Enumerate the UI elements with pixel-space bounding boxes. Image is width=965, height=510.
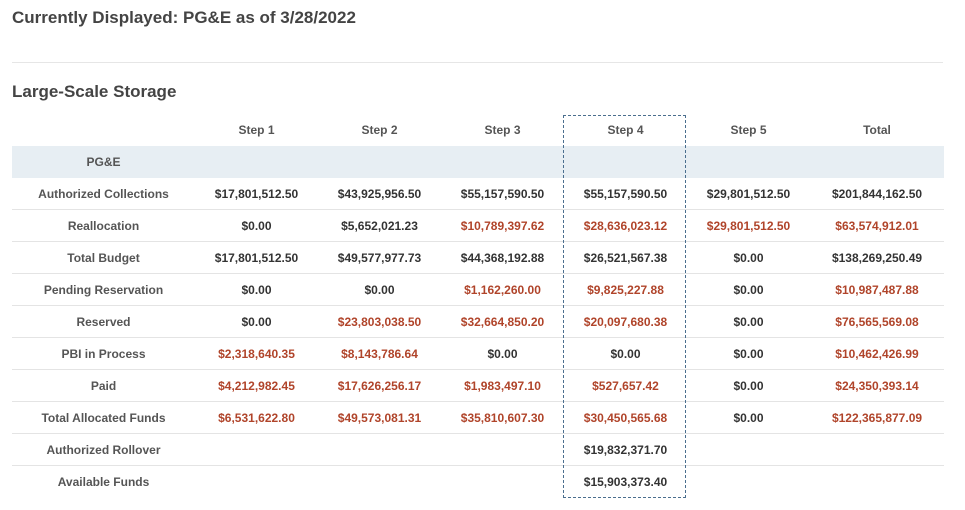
table-cell: $8,143,786.64 <box>318 337 441 370</box>
table-cell: $55,157,590.50 <box>441 178 564 210</box>
table-row: Pending Reservation $0.00 $0.00 $1,162,260.… <box>12 273 944 306</box>
table-cell: $5,652,021.23 <box>318 209 441 242</box>
table-cell: $0.00 <box>318 273 441 306</box>
table-cell: $23,803,038.50 <box>318 305 441 338</box>
table-cell: $122,365,877.09 <box>810 401 944 434</box>
table-cell: $44,368,192.88 <box>441 241 564 274</box>
table-cell: $0.00 <box>564 337 687 370</box>
table-cell: $0.00 <box>195 209 318 242</box>
table-cell: $15,903,373.40 <box>583 474 668 489</box>
row-label: Pending Reservation <box>12 273 195 306</box>
table-cell: $0.00 <box>687 241 810 274</box>
page-title: Currently Displayed: PG&E as of 3/28/202… <box>12 8 356 27</box>
table-cell: $138,269,250.49 <box>810 241 944 274</box>
table-cell: $4,212,982.45 <box>195 369 318 402</box>
table-cell: $28,636,023.12 <box>564 209 687 242</box>
table-row: Authorized Collections $17,801,512.50 $43,… <box>12 178 944 210</box>
table-cell: $0.00 <box>687 401 810 434</box>
table-row: Total Budget $17,801,512.50 $49,577,977.73… <box>12 241 944 274</box>
table-cell: $35,810,607.30 <box>441 401 564 434</box>
column-header <box>12 114 195 146</box>
table-cell: $201,844,162.50 <box>810 178 944 210</box>
table-cell <box>810 433 944 466</box>
table-cell: $17,801,512.50 <box>195 241 318 274</box>
table-cell: $76,565,569.08 <box>810 305 944 338</box>
table-cell <box>441 466 564 498</box>
table-cell: $0.00 <box>687 337 810 370</box>
table-cell: $17,626,256.17 <box>318 369 441 402</box>
divider <box>12 62 943 63</box>
row-label: Authorized Collections <box>12 178 195 210</box>
table-cell <box>195 433 318 466</box>
table-cell: $0.00 <box>687 273 810 306</box>
table-cell: $32,664,850.20 <box>441 305 564 338</box>
row-label: Available Funds <box>57 474 150 489</box>
table-cell: $55,157,590.50 <box>564 178 687 210</box>
table-cell <box>441 433 564 466</box>
table-row: Authorized Rollover $19,832,371.70 <box>12 433 944 466</box>
row-label: Reallocation <box>12 209 195 242</box>
table-cell: $6,531,622.80 <box>195 401 318 434</box>
table-cell: $0.00 <box>195 273 318 306</box>
group-row: PG&E <box>12 146 944 178</box>
table-cell: $29,801,512.50 <box>687 178 810 210</box>
table-cell <box>195 466 318 498</box>
table-cell: $26,521,567.38 <box>564 241 687 274</box>
table-cell: $20,097,680.38 <box>564 305 687 338</box>
table-cell <box>810 466 944 498</box>
table-cell: $43,925,956.50 <box>318 178 441 210</box>
table-row: Reserved $0.00 $23,803,038.50 $32,664,850.2… <box>12 305 944 338</box>
row-label: Paid <box>12 369 195 402</box>
group-label: PG&E <box>12 146 195 178</box>
table-cell: $19,832,371.70 <box>564 433 687 466</box>
column-header-step-1[interactable]: Step 1 <box>238 123 275 137</box>
table-cell: $527,657.42 <box>564 369 687 402</box>
section-title: Large-Scale Storage <box>12 82 177 101</box>
column-header-step-4[interactable]: Step 4 <box>607 123 644 137</box>
column-header-step-2[interactable]: Step 2 <box>361 123 398 137</box>
table-row: PBI in Process $2,318,640.35 $8,143,786.64… <box>12 337 944 370</box>
row-label: PBI in Process <box>12 337 195 370</box>
table-row: Reallocation $0.00 $5,652,021.23 $10,789,39… <box>12 209 944 242</box>
row-label: Authorized Rollover <box>12 433 195 466</box>
table-cell: $10,462,426.99 <box>810 337 944 370</box>
column-header-total[interactable]: Total <box>863 123 891 137</box>
table-cell: $0.00 <box>441 337 564 370</box>
table-cell: $63,574,912.01 <box>810 209 944 242</box>
column-header-step-5[interactable]: Step 5 <box>730 123 767 137</box>
table-cell <box>318 466 441 498</box>
budget-table: Step 1 Step 2 Step 3 Step 4 Step 5 Total… <box>12 114 944 497</box>
table-row: Available Funds $15,903,373.40 <box>12 466 944 498</box>
table-cell: $9,825,227.88 <box>564 273 687 306</box>
table-cell: $2,318,640.35 <box>195 337 318 370</box>
table-cell <box>687 433 810 466</box>
table-cell: $24,350,393.14 <box>810 369 944 402</box>
table-cell: $49,573,081.31 <box>318 401 441 434</box>
row-label: Total Allocated Funds <box>12 401 195 434</box>
column-header-step-3[interactable]: Step 3 <box>484 123 521 137</box>
table-cell: $1,983,497.10 <box>441 369 564 402</box>
table-row: Total Allocated Funds $6,531,622.80 $49,57… <box>12 401 944 434</box>
table-row: Paid $4,212,982.45 $17,626,256.17 $1,983,49… <box>12 369 944 402</box>
table-cell: $0.00 <box>195 305 318 338</box>
table-cell: $1,162,260.00 <box>441 273 564 306</box>
table-cell: $0.00 <box>687 305 810 338</box>
row-label: Total Budget <box>12 241 195 274</box>
table-cell: $49,577,977.73 <box>318 241 441 274</box>
table-cell: $29,801,512.50 <box>687 209 810 242</box>
row-label: Reserved <box>12 305 195 338</box>
table-cell <box>687 466 810 498</box>
table-cell: $17,801,512.50 <box>195 178 318 210</box>
table-cell: $10,789,397.62 <box>441 209 564 242</box>
table-cell: $30,450,565.68 <box>564 401 687 434</box>
table-cell <box>318 433 441 466</box>
table-header-row: Step 1 Step 2 Step 3 Step 4 Step 5 Total <box>12 114 944 146</box>
table-cell: $0.00 <box>687 369 810 402</box>
table-cell: $10,987,487.88 <box>810 273 944 306</box>
